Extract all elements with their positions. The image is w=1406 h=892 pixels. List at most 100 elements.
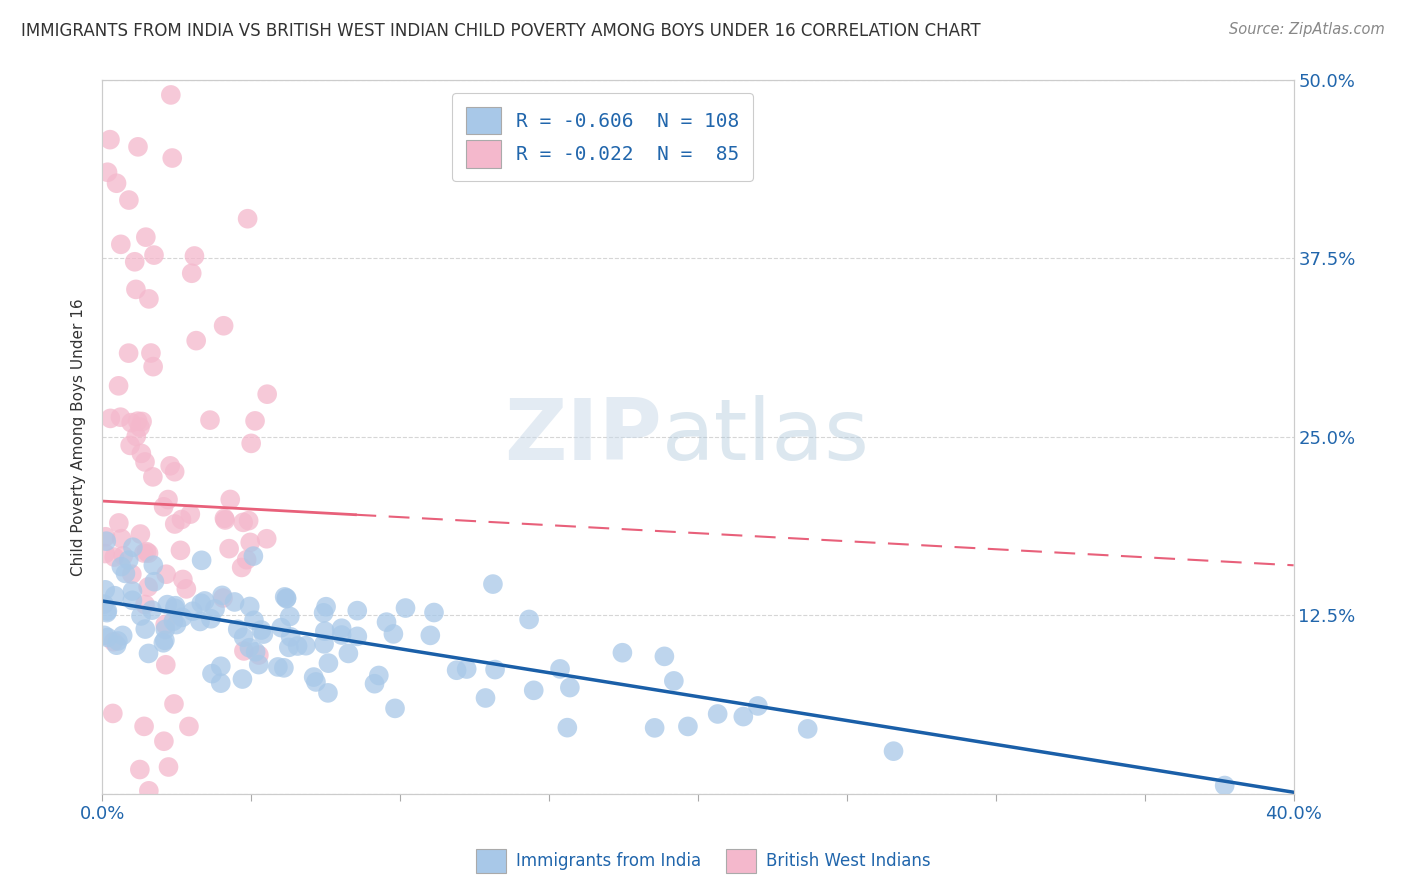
Point [557, 721, 579, 735]
Point [118, 553, 141, 567]
Point [384, 701, 406, 715]
Point [200, 612, 222, 626]
Point [747, 698, 769, 713]
Point [142, 558, 165, 573]
Point [96, 165, 118, 179]
Point [153, 734, 176, 748]
Point [295, 639, 318, 653]
Point [110, 237, 132, 252]
Text: atlas: atlas [662, 395, 870, 478]
Point [118, 193, 141, 207]
Point [280, 630, 302, 644]
Point [548, 662, 571, 676]
Point [111, 628, 134, 642]
Point [98, 133, 121, 147]
Point [124, 254, 146, 268]
Point [243, 414, 266, 428]
Y-axis label: Child Poverty Among Boys Under 16: Child Poverty Among Boys Under 16 [72, 298, 86, 575]
Point [136, 580, 159, 594]
Point [706, 706, 728, 721]
Point [129, 527, 152, 541]
Point [363, 676, 385, 690]
Point [733, 709, 755, 723]
Point [165, 599, 187, 613]
Point [107, 634, 129, 648]
Point [129, 609, 152, 624]
Point [456, 662, 478, 676]
Point [131, 446, 153, 460]
Point [125, 282, 148, 296]
Point [114, 566, 136, 581]
Point [103, 634, 125, 648]
Point [179, 507, 201, 521]
Point [278, 609, 301, 624]
Point [162, 614, 184, 628]
Point [316, 686, 339, 700]
Point [101, 706, 124, 721]
Point [105, 176, 128, 190]
Point [163, 697, 186, 711]
Point [242, 549, 264, 563]
Point [198, 413, 221, 427]
Point [138, 647, 160, 661]
Point [96, 604, 118, 618]
Point [142, 470, 165, 484]
Point [143, 574, 166, 589]
Point [108, 516, 131, 530]
Point [276, 591, 298, 605]
Point [94, 547, 117, 561]
Point [612, 646, 634, 660]
Point [382, 627, 405, 641]
Point [302, 670, 325, 684]
Point [134, 455, 156, 469]
Text: IMMIGRANTS FROM INDIA VS BRITISH WEST INDIAN CHILD POVERTY AMONG BOYS UNDER 16 C: IMMIGRANTS FROM INDIA VS BRITISH WEST IN… [21, 22, 981, 40]
Point [134, 622, 156, 636]
Point [172, 610, 194, 624]
Point [100, 411, 122, 425]
Point [127, 414, 149, 428]
Point [117, 346, 139, 360]
Point [156, 598, 179, 612]
Legend: R = -0.606  N = 108, R = -0.022  N =  85: R = -0.606 N = 108, R = -0.022 N = 85 [453, 94, 754, 181]
Point [235, 552, 257, 566]
Point [155, 657, 177, 672]
Point [394, 601, 416, 615]
Point [141, 603, 163, 617]
Point [654, 649, 676, 664]
Point [247, 657, 270, 672]
Point [94, 530, 117, 544]
Point [155, 623, 177, 637]
Point [142, 359, 165, 374]
Point [209, 676, 232, 690]
Point [1213, 779, 1236, 793]
Point [135, 544, 157, 558]
Point [132, 546, 155, 560]
Point [103, 550, 125, 565]
Point [96, 534, 118, 549]
Point [163, 601, 186, 615]
Point [318, 656, 340, 670]
Point [245, 645, 267, 659]
Point [129, 420, 152, 434]
Point [204, 602, 226, 616]
Point [330, 628, 353, 642]
Point [676, 719, 699, 733]
Point [250, 623, 273, 637]
Point [214, 511, 236, 525]
Point [155, 567, 177, 582]
Point [482, 577, 505, 591]
Point [270, 621, 292, 635]
Point [212, 591, 235, 605]
Point [152, 636, 174, 650]
Point [110, 410, 132, 425]
Point [256, 387, 278, 401]
Point [367, 668, 389, 682]
Point [231, 560, 253, 574]
Point [153, 617, 176, 632]
Point [138, 784, 160, 798]
Point [93, 597, 115, 611]
Point [180, 266, 202, 280]
Point [170, 512, 193, 526]
Point [419, 628, 441, 642]
Point [163, 516, 186, 531]
